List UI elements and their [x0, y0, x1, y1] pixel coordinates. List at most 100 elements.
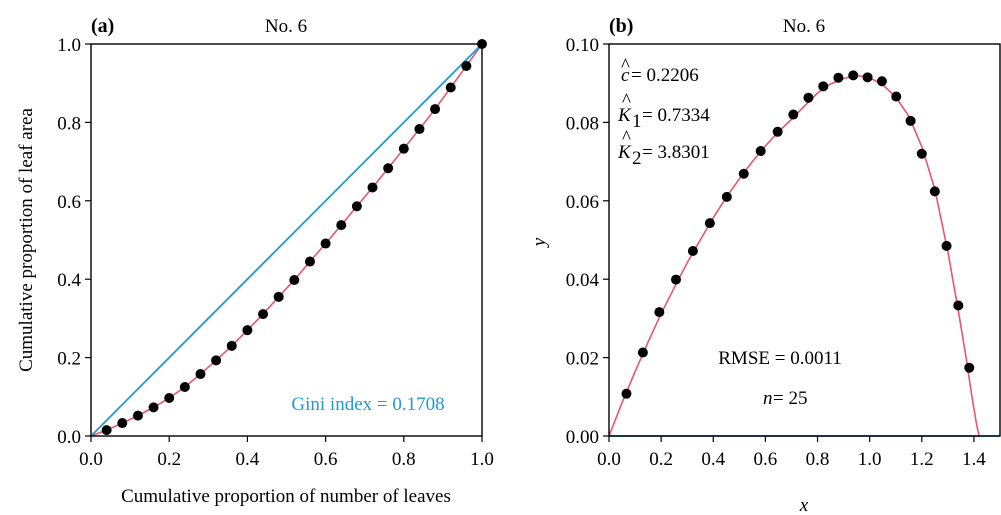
- data-point: [461, 61, 471, 71]
- y-tick-label: 0.06: [566, 192, 599, 213]
- data-point: [739, 169, 749, 179]
- gini-index-annotation: Gini index = 0.1708: [291, 394, 444, 415]
- y-tick-label: 0.02: [566, 349, 599, 370]
- data-point: [321, 239, 331, 249]
- n-value: = 25: [773, 388, 807, 409]
- x-tick-label: 0.4: [236, 449, 260, 470]
- data-point: [117, 418, 127, 428]
- x-tick-label: 1.0: [858, 449, 882, 470]
- data-point: [102, 425, 112, 435]
- y-tick-label: 0.10: [566, 35, 599, 56]
- panel-a-title: No. 6: [265, 16, 307, 37]
- data-point: [930, 186, 940, 196]
- data-point: [274, 292, 284, 302]
- x-tick-label: 0.6: [314, 449, 338, 470]
- panel-a-y-axis-label: Cumulative proportion of leaf area: [16, 108, 37, 372]
- y-tick-label: 0.08: [566, 113, 599, 134]
- y-tick-label: 0.0: [57, 427, 81, 448]
- param-c-hat: ^: [621, 55, 630, 76]
- param-k2-value: = 3.8301: [642, 142, 710, 163]
- data-point: [953, 300, 963, 310]
- data-point: [133, 411, 143, 421]
- x-tick-label: 0.8: [392, 449, 416, 470]
- param-k1-value: = 0.7334: [642, 105, 710, 126]
- data-point: [164, 393, 174, 403]
- data-point: [818, 81, 828, 91]
- data-point: [414, 124, 424, 134]
- data-point: [722, 192, 732, 202]
- x-tick-label: 0.0: [79, 449, 103, 470]
- data-point: [773, 127, 783, 137]
- x-tick-label: 1.4: [962, 449, 986, 470]
- data-point: [942, 241, 952, 251]
- data-point: [430, 104, 440, 114]
- data-point: [258, 309, 268, 319]
- data-point: [180, 382, 190, 392]
- data-point: [352, 201, 362, 211]
- x-tick-label: 0.2: [157, 449, 181, 470]
- y-tick-label: 0.8: [57, 113, 81, 134]
- n-symbol: n: [763, 388, 773, 409]
- data-point: [149, 402, 159, 412]
- data-point: [368, 182, 378, 192]
- panel-b-title: No. 6: [783, 16, 825, 37]
- y-tick-label: 0.00: [566, 427, 599, 448]
- y-tick-label: 0.4: [57, 270, 81, 291]
- x-tick-label: 1.2: [910, 449, 934, 470]
- x-tick-label: 0.2: [649, 449, 673, 470]
- n-annotation: n = 25: [763, 388, 807, 409]
- param-k2-subscript: 2: [632, 148, 642, 169]
- data-point: [638, 348, 648, 358]
- panel-a-label: (a): [91, 15, 114, 37]
- param-c: c ^ = 0.2206: [621, 55, 699, 86]
- param-c-value: = 0.2206: [631, 65, 699, 86]
- data-point: [964, 363, 974, 373]
- data-point: [906, 116, 916, 126]
- y-tick-label: 1.0: [57, 35, 81, 56]
- data-point: [688, 246, 698, 256]
- data-point: [242, 325, 252, 335]
- data-point: [336, 220, 346, 230]
- data-point: [848, 70, 858, 80]
- data-point: [305, 257, 315, 267]
- data-point: [654, 307, 664, 317]
- data-point: [211, 355, 221, 365]
- data-point: [833, 73, 843, 83]
- data-point: [863, 72, 873, 82]
- x-tick-label: 0.0: [597, 449, 621, 470]
- data-point: [756, 146, 766, 156]
- panel-b-label: (b): [609, 15, 633, 37]
- panel-b-frame: [609, 44, 1000, 436]
- rmse-annotation: RMSE = 0.0011: [718, 348, 842, 369]
- param-k2-hat: ^: [622, 127, 631, 148]
- y-tick-label: 0.6: [57, 192, 81, 213]
- param-k1: K ^ 1 = 0.7334: [617, 90, 710, 132]
- panel-a-x-axis-label: Cumulative proportion of number of leave…: [121, 486, 451, 507]
- panel-b-y-axis-label: y: [529, 237, 550, 248]
- x-tick-label: 0.8: [806, 449, 830, 470]
- b-fit-curve: [609, 75, 979, 436]
- a-equality-line: [91, 44, 482, 436]
- data-point: [671, 275, 681, 285]
- panel-b: 0.0 0.2 0.4 0.6 0.8 1.0 1.2 1.4 0.00 0.02 0.04 0.06…: [529, 15, 1000, 515]
- x-tick-label: 0.6: [754, 449, 778, 470]
- x-tick-label: 1.0: [470, 449, 494, 470]
- data-point: [877, 76, 887, 86]
- panel-b-x-axis-label: x: [799, 495, 809, 515]
- data-point: [705, 218, 715, 228]
- panel-a: 0.0 0.2 0.4 0.6 0.8 1.0 0.0 0.2 0.4 0.6 0.8 1.0 (a)…: [16, 15, 494, 507]
- data-point: [383, 163, 393, 173]
- x-tick-label: 0.4: [701, 449, 725, 470]
- param-k1-hat: ^: [622, 90, 631, 111]
- param-k1-subscript: 1: [632, 111, 642, 132]
- data-point: [891, 92, 901, 102]
- data-point: [788, 110, 798, 120]
- data-point: [917, 149, 927, 159]
- data-point: [227, 341, 237, 351]
- data-point: [289, 275, 299, 285]
- data-point: [803, 93, 813, 103]
- y-tick-label: 0.04: [566, 270, 600, 291]
- param-k2: K ^ 2 = 3.8301: [617, 127, 710, 169]
- data-point: [399, 144, 409, 154]
